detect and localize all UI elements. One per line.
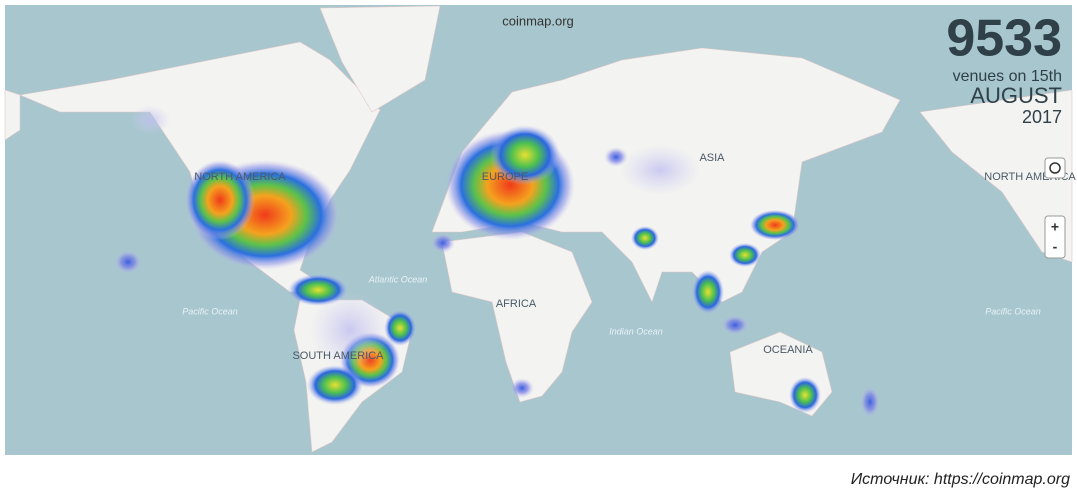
- ocean-label: Atlantic Ocean: [368, 274, 428, 284]
- venue-count: 9533: [946, 10, 1062, 68]
- continent-label: SOUTH AMERICA: [292, 350, 384, 362]
- month: AUGUST: [970, 83, 1062, 108]
- locate-button[interactable]: [1044, 157, 1066, 179]
- continent-label: AFRICA: [496, 298, 537, 310]
- source-caption: Источник: https://coinmap.org: [851, 471, 1070, 488]
- date-line: venues on 15th: [953, 68, 1062, 85]
- site-label: coinmap.org: [502, 13, 574, 28]
- continent-label: OCEANIA: [763, 344, 813, 356]
- continent-label: NORTH AMERICA: [194, 171, 286, 183]
- zoom-in[interactable]: +: [1051, 219, 1059, 235]
- continent-label: ASIA: [699, 152, 725, 164]
- year: 2017: [1022, 107, 1062, 127]
- ocean-label: Indian Ocean: [609, 326, 663, 336]
- continent-label: EUROPE: [482, 171, 528, 183]
- zoom-out[interactable]: -: [1053, 239, 1058, 255]
- ocean-label: Pacific Ocean: [182, 306, 238, 316]
- heatmap: [114, 105, 880, 418]
- ocean-label: Pacific Ocean: [985, 306, 1041, 316]
- zoom-control: [1044, 215, 1066, 259]
